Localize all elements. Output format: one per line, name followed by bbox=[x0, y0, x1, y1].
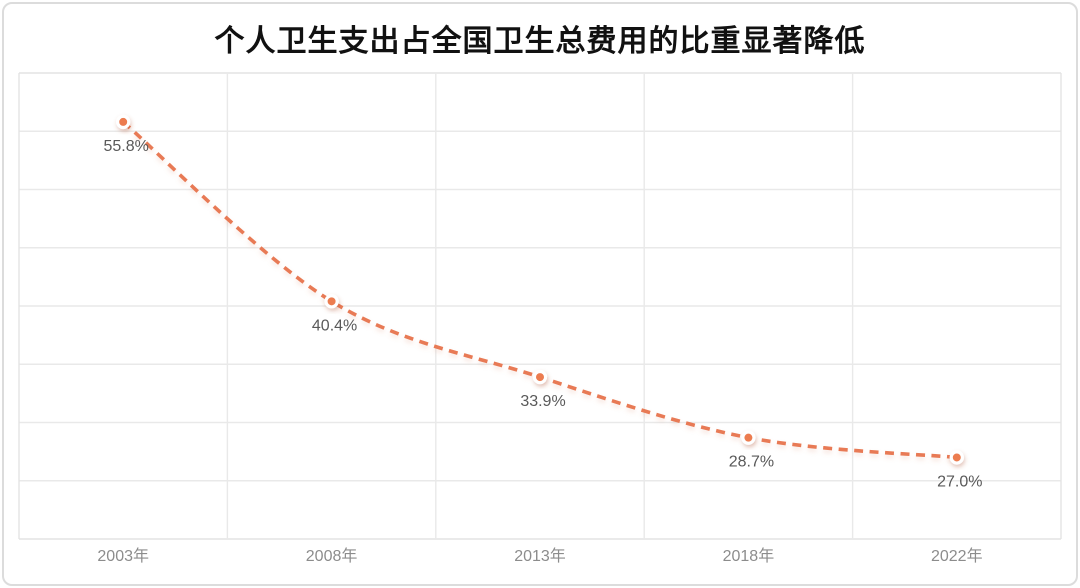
data-point-marker bbox=[115, 114, 131, 130]
data-point-marker bbox=[741, 430, 756, 445]
x-axis-label: 2018年 bbox=[723, 547, 775, 565]
x-axis-label: 2013年 bbox=[514, 547, 566, 565]
data-point-marker bbox=[324, 294, 339, 309]
chart-title: 个人卫生支出占全国卫生总费用的比重显著降低 bbox=[214, 25, 866, 58]
data-point-marker bbox=[949, 450, 965, 465]
data-point-label: 27.0% bbox=[937, 473, 982, 490]
data-point-label: 55.8% bbox=[104, 138, 149, 155]
data-point-label: 33.9% bbox=[520, 393, 565, 410]
x-axis-label: 2022年 bbox=[931, 547, 983, 565]
data-point-label: 28.7% bbox=[729, 454, 774, 471]
data-point-label: 40.4% bbox=[312, 317, 357, 334]
data-point-marker bbox=[532, 369, 548, 385]
x-axis-label: 2003年 bbox=[97, 547, 149, 565]
x-axis-label: 2008年 bbox=[306, 547, 358, 565]
